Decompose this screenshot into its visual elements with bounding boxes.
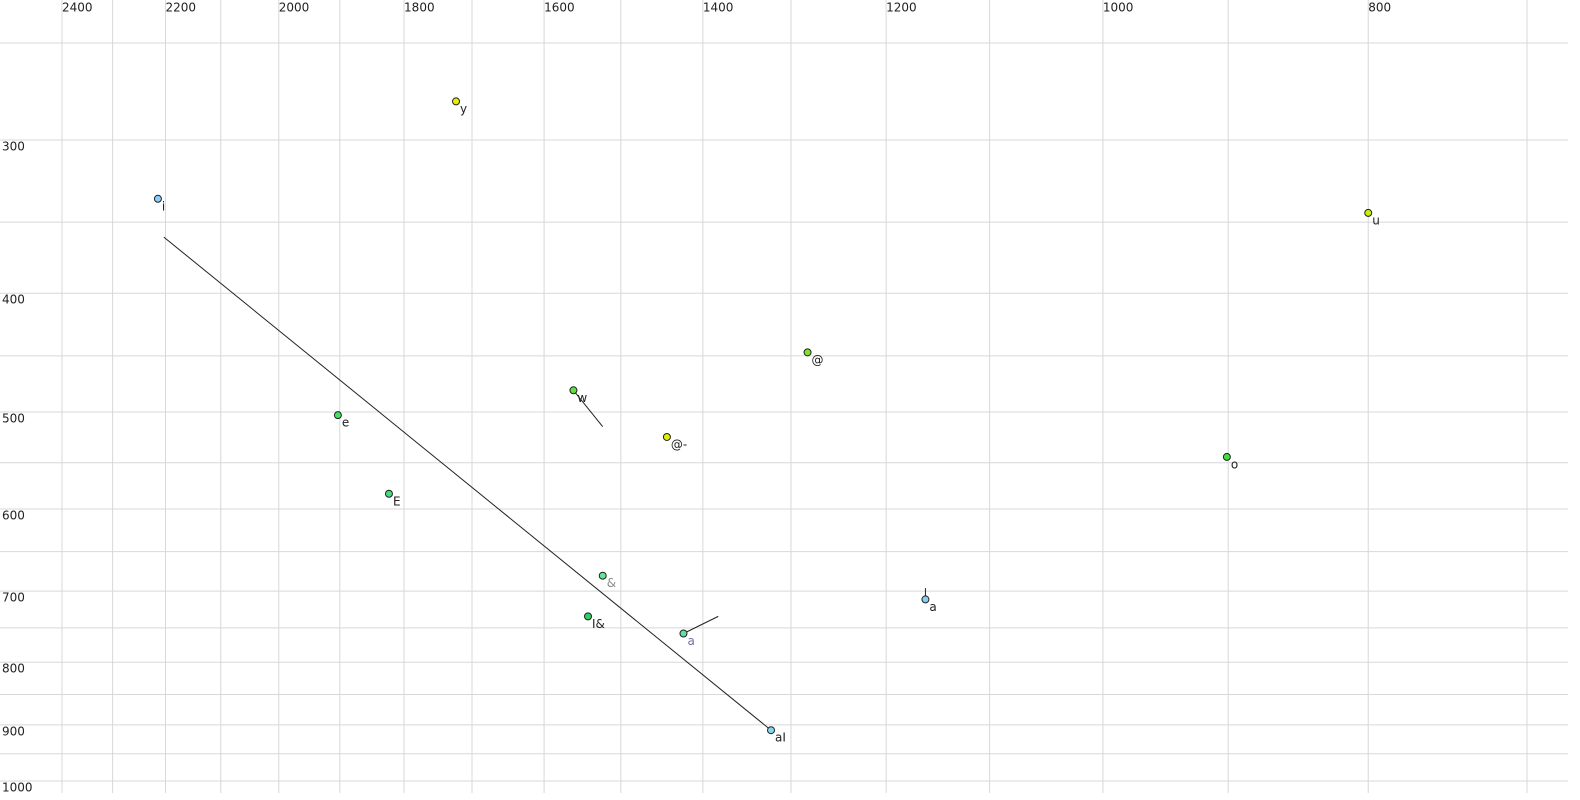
- y-tick-label: 1000: [2, 781, 33, 795]
- vowel-label: @: [812, 353, 824, 367]
- vowel-point: [1222, 452, 1231, 461]
- y-tick-label: 900: [2, 724, 25, 738]
- vowel-label: u: [1372, 213, 1380, 227]
- vowel-point: [153, 194, 162, 203]
- vowel-point: [583, 612, 592, 621]
- vowel-point: [662, 432, 671, 441]
- y-tick-label: 800: [2, 662, 25, 676]
- trajectory: [683, 615, 719, 634]
- vowel-label: E: [393, 494, 401, 508]
- vowel-label: aI: [775, 731, 786, 745]
- y-tick-label: 300: [2, 140, 25, 154]
- vowel-label: y: [460, 102, 467, 116]
- vowel-label: &: [607, 576, 616, 590]
- vowel-label: a: [929, 600, 936, 614]
- vowel-label: i: [162, 199, 165, 213]
- x-tick-label: 1800: [404, 1, 435, 15]
- vowel-label: a: [687, 634, 694, 648]
- vowel-point: [452, 97, 461, 106]
- x-tick-label: 1200: [886, 1, 917, 15]
- y-tick-label: 700: [2, 591, 25, 605]
- x-tick-label: 800: [1368, 1, 1391, 15]
- x-tick-label: 1000: [1103, 1, 1134, 15]
- x-tick-label: 1400: [703, 1, 734, 15]
- vowel-point: [921, 595, 930, 604]
- vowel-label: e: [342, 416, 349, 430]
- vowel-point: [1364, 208, 1373, 217]
- y-tick-label: 600: [2, 509, 25, 523]
- vowel-point: [679, 629, 688, 638]
- vowel-label: I&: [592, 617, 605, 631]
- x-tick-label: 2400: [62, 1, 93, 15]
- vowel-label: w: [577, 391, 587, 405]
- x-tick-label: 2000: [279, 1, 310, 15]
- vowel-label: o: [1231, 457, 1238, 471]
- vowel-point: [333, 411, 342, 420]
- vowel-point: [598, 571, 607, 580]
- vowel-point: [569, 386, 578, 395]
- vowel-point: [767, 726, 776, 735]
- y-tick-label: 500: [2, 412, 25, 426]
- vowel-label: @-: [671, 437, 687, 451]
- y-tick-label: 400: [2, 293, 25, 307]
- trajectory: [163, 236, 772, 731]
- x-tick-label: 1600: [544, 1, 575, 15]
- vowel-point: [803, 348, 812, 357]
- vowel-point: [384, 489, 393, 498]
- trajectory: [573, 389, 604, 428]
- x-tick-label: 2200: [165, 1, 196, 15]
